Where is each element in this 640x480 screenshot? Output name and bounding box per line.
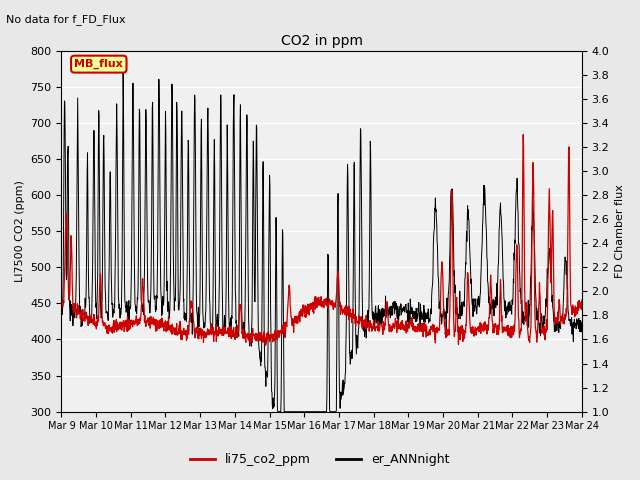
Legend: li75_co2_ppm, er_ANNnight: li75_co2_ppm, er_ANNnight (186, 448, 454, 471)
Text: MB_flux: MB_flux (74, 59, 123, 69)
Y-axis label: FD Chamber flux: FD Chamber flux (615, 184, 625, 278)
Text: No data for f_FD_Flux: No data for f_FD_Flux (6, 14, 126, 25)
Title: CO2 in ppm: CO2 in ppm (280, 34, 363, 48)
Y-axis label: LI7500 CO2 (ppm): LI7500 CO2 (ppm) (15, 180, 25, 282)
